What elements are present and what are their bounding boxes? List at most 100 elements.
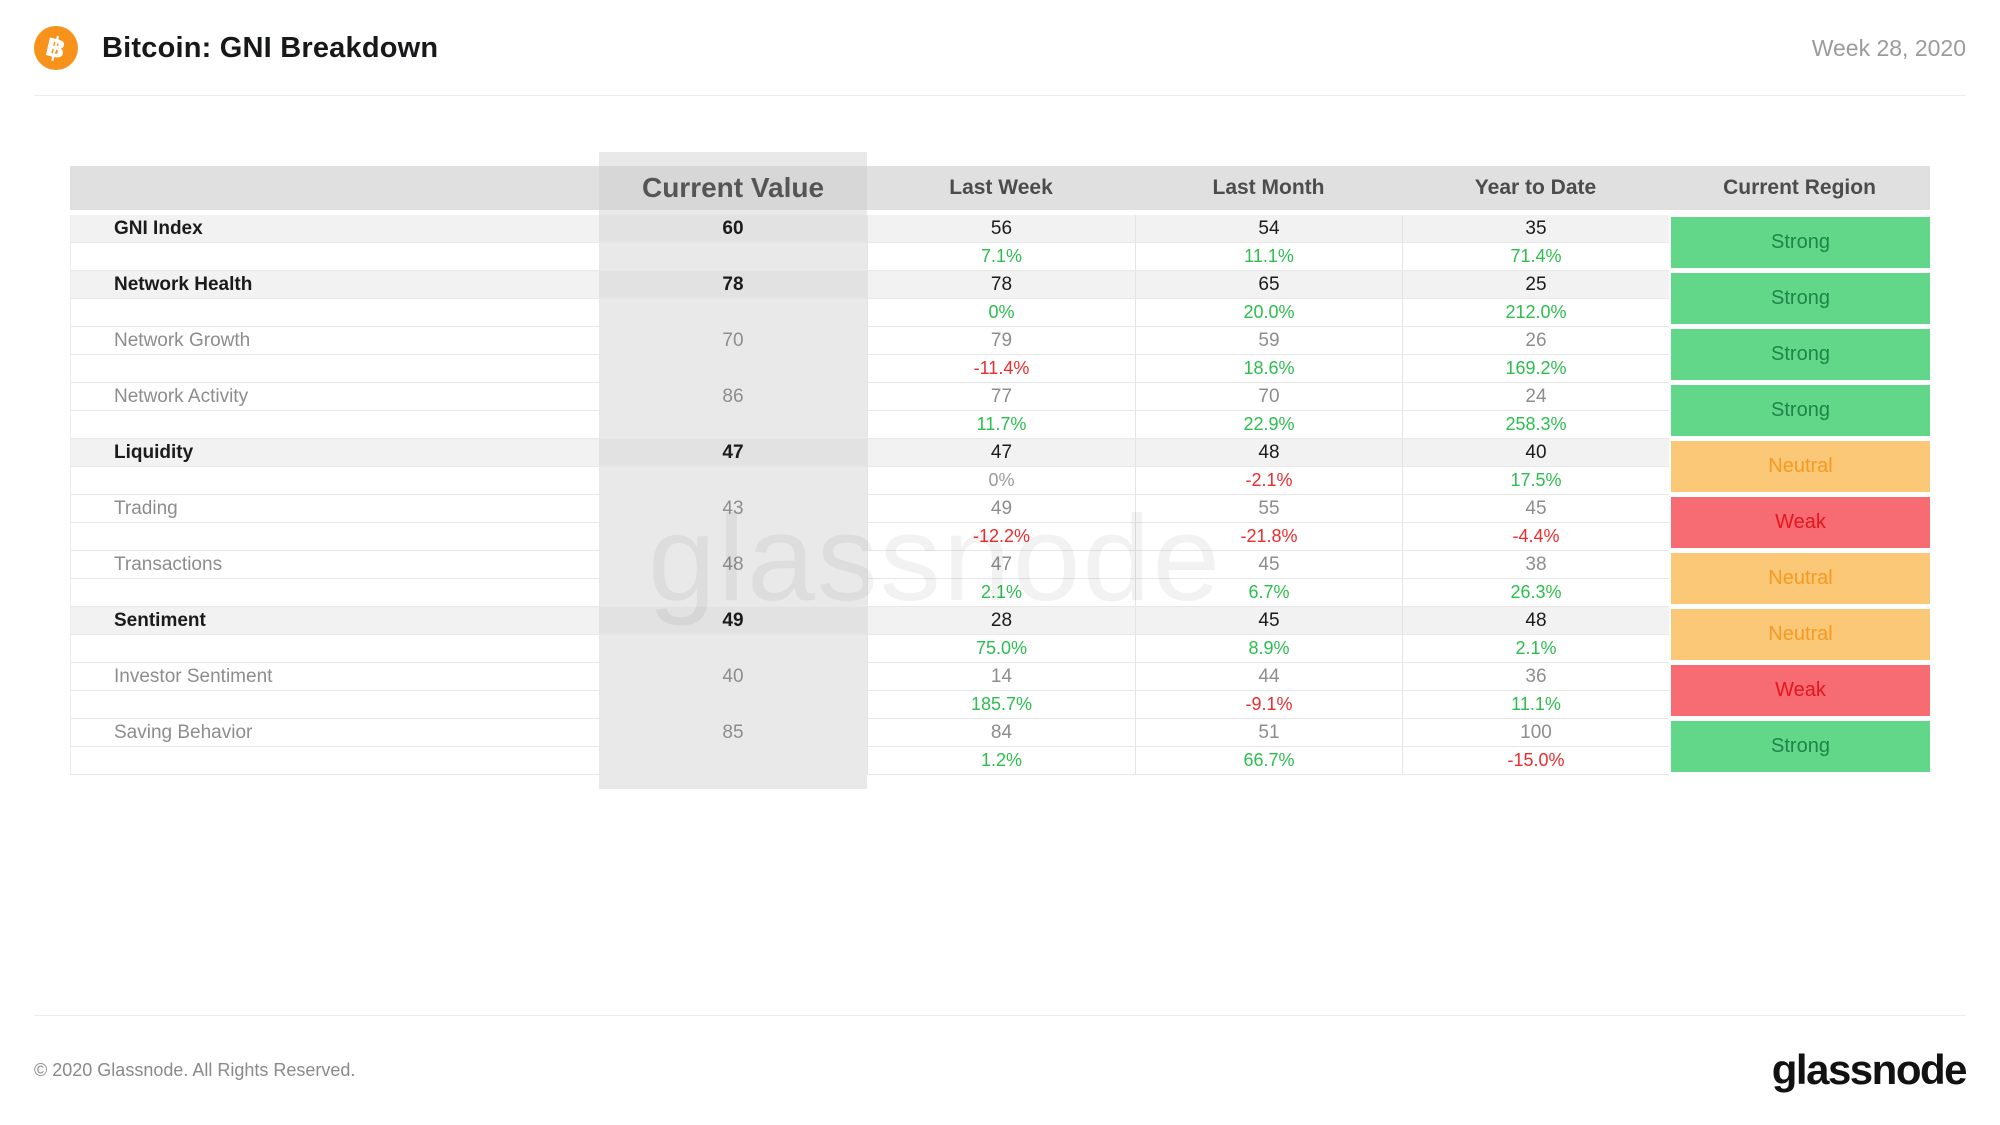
last-month-value: 59 (1135, 327, 1402, 355)
metric-label: Saving Behavior (70, 719, 599, 747)
current-region-cell: Strong (1669, 327, 1930, 383)
last-week-value: 79 (867, 327, 1135, 355)
column-header-current-region: Current Region (1669, 166, 1930, 210)
column-header-year-to-date: Year to Date (1402, 166, 1669, 210)
header-divider (34, 95, 1966, 96)
current-value-cell: 48 (599, 551, 867, 579)
year-to-date-change: 26.3% (1402, 579, 1669, 607)
current-value-cell: 47 (599, 439, 867, 467)
report-period: Week 28, 2020 (1811, 34, 1966, 61)
metric-label: Network Health (70, 271, 599, 299)
last-week-change: 185.7% (867, 691, 1135, 719)
region-badge: Strong (1671, 329, 1930, 380)
metric-label-spacer (70, 299, 599, 327)
metric-label-spacer (70, 747, 599, 775)
last-week-value: 28 (867, 607, 1135, 635)
year-to-date-change: 169.2% (1402, 355, 1669, 383)
current-value-cell: 70 (599, 327, 867, 355)
current-value-spacer (599, 299, 867, 327)
region-badge: Strong (1671, 217, 1930, 268)
table-body: GNI Index 60 56 54 35 Strong 7.1% 11.1% 71.4% Net… (70, 215, 1930, 775)
last-week-change: 1.2% (867, 747, 1135, 775)
current-value-spacer (599, 523, 867, 551)
year-to-date-value: 25 (1402, 271, 1669, 299)
year-to-date-value: 40 (1402, 439, 1669, 467)
current-region-cell: Strong (1669, 271, 1930, 327)
footer: © 2020 Glassnode. All Rights Reserved. g… (34, 1040, 1968, 1100)
year-to-date-change: 71.4% (1402, 243, 1669, 271)
current-value-cell: 40 (599, 663, 867, 691)
metric-label: Liquidity (70, 439, 599, 467)
metric-label: GNI Index (70, 215, 599, 243)
last-week-value: 78 (867, 271, 1135, 299)
last-month-value: 54 (1135, 215, 1402, 243)
metric-label: Network Growth (70, 327, 599, 355)
current-value-spacer (599, 467, 867, 495)
bitcoin-glyph: ฿ (43, 30, 70, 65)
last-month-change: -21.8% (1135, 523, 1402, 551)
last-month-value: 48 (1135, 439, 1402, 467)
metric-label: Trading (70, 495, 599, 523)
last-month-change: 66.7% (1135, 747, 1402, 775)
year-to-date-value: 24 (1402, 383, 1669, 411)
metric-label: Network Activity (70, 383, 599, 411)
table-header-row: Current Value Last Week Last Month Year … (70, 166, 1930, 210)
metric-label: Transactions (70, 551, 599, 579)
year-to-date-change: 212.0% (1402, 299, 1669, 327)
last-month-value: 51 (1135, 719, 1402, 747)
year-to-date-value: 48 (1402, 607, 1669, 635)
bitcoin-icon: ฿ (34, 26, 78, 70)
region-badge: Strong (1671, 273, 1930, 324)
current-value-cell: 60 (599, 215, 867, 243)
last-month-value: 70 (1135, 383, 1402, 411)
year-to-date-change: 11.1% (1402, 691, 1669, 719)
last-week-value: 49 (867, 495, 1135, 523)
current-value-spacer (599, 579, 867, 607)
year-to-date-value: 100 (1402, 719, 1669, 747)
year-to-date-value: 38 (1402, 551, 1669, 579)
glassnode-logo: glassnode (1771, 1046, 1968, 1093)
last-week-value: 56 (867, 215, 1135, 243)
year-to-date-value: 35 (1402, 215, 1669, 243)
last-week-change: 75.0% (867, 635, 1135, 663)
last-week-change: 2.1% (867, 579, 1135, 607)
current-region-cell: Weak (1669, 663, 1930, 719)
last-week-change: 7.1% (867, 243, 1135, 271)
current-value-spacer (599, 411, 867, 439)
last-week-value: 77 (867, 383, 1135, 411)
last-week-change: -12.2% (867, 523, 1135, 551)
current-value-cell: 49 (599, 607, 867, 635)
last-month-value: 65 (1135, 271, 1402, 299)
metric-label: Sentiment (70, 607, 599, 635)
metric-label-spacer (70, 635, 599, 663)
last-month-change: 20.0% (1135, 299, 1402, 327)
region-badge: Weak (1671, 665, 1930, 716)
last-month-change: -9.1% (1135, 691, 1402, 719)
last-week-value: 84 (867, 719, 1135, 747)
last-week-value: 14 (867, 663, 1135, 691)
column-header-last-week: Last Week (867, 166, 1135, 210)
region-badge: Strong (1671, 721, 1930, 772)
current-value-cell: 78 (599, 271, 867, 299)
current-value-spacer (599, 691, 867, 719)
last-month-value: 45 (1135, 607, 1402, 635)
current-value-cell: 85 (599, 719, 867, 747)
gni-table: Current Value Last Week Last Month Year … (70, 152, 1930, 789)
last-month-change: 11.1% (1135, 243, 1402, 271)
year-to-date-change: 258.3% (1402, 411, 1669, 439)
footer-divider (34, 1015, 1966, 1016)
metric-label-spacer (70, 523, 599, 551)
last-week-value: 47 (867, 551, 1135, 579)
current-value-cell: 86 (599, 383, 867, 411)
current-value-spacer (599, 243, 867, 271)
metric-label-spacer (70, 411, 599, 439)
page-title: Bitcoin: GNI Breakdown (102, 31, 439, 64)
current-region-cell: Strong (1669, 215, 1930, 271)
current-region-cell: Weak (1669, 495, 1930, 551)
last-week-value: 47 (867, 439, 1135, 467)
metric-label-spacer (70, 467, 599, 495)
region-badge: Neutral (1671, 441, 1930, 492)
metric-label-spacer (70, 691, 599, 719)
current-region-cell: Strong (1669, 383, 1930, 439)
top-bar: ฿ Bitcoin: GNI Breakdown Week 28, 2020 (0, 0, 2000, 96)
